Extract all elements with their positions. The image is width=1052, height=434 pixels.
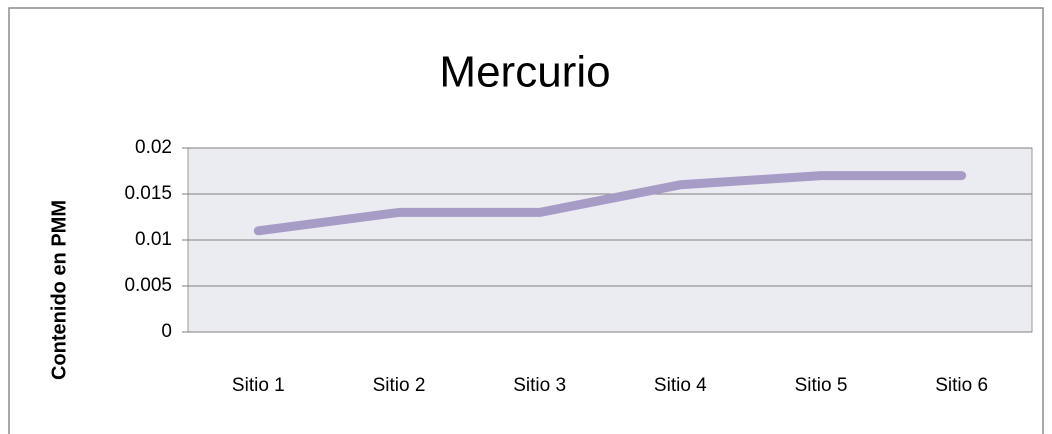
x-tick-label: Sitio 3 xyxy=(513,375,566,396)
y-axis-label: Contenido en PMM xyxy=(48,200,70,380)
data-line xyxy=(253,171,967,236)
chart-title: Mercurio xyxy=(439,48,610,97)
y-tick-label: 0 xyxy=(161,321,172,342)
x-tick-label: Sitio 2 xyxy=(373,375,426,396)
y-tick-label: 0.02 xyxy=(135,137,172,158)
x-tick-label: Sitio 6 xyxy=(935,375,988,396)
x-tick-label: Sitio 5 xyxy=(795,375,848,396)
x-tick-label: Sitio 4 xyxy=(654,375,707,396)
x-tick-label: Sitio 1 xyxy=(232,375,285,396)
y-tick-label: 0.005 xyxy=(124,275,172,296)
y-tick-label: 0.015 xyxy=(124,183,172,204)
y-tick-label: 0.01 xyxy=(135,229,172,250)
